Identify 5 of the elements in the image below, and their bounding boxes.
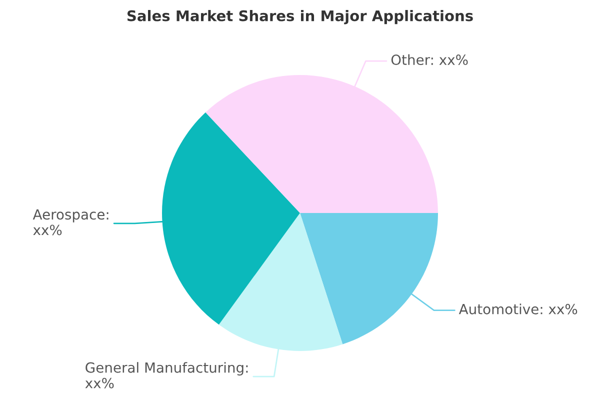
slice-label: Automotive: xx% [458,304,578,314]
slice-label: Aerospace: xx% [32,209,108,236]
slice-label: General Manufacturing: xx% [85,362,248,388]
chart-title: Sales Market Shares in Major Applications [127,10,473,24]
slice-label: Other: xx% [391,54,468,66]
